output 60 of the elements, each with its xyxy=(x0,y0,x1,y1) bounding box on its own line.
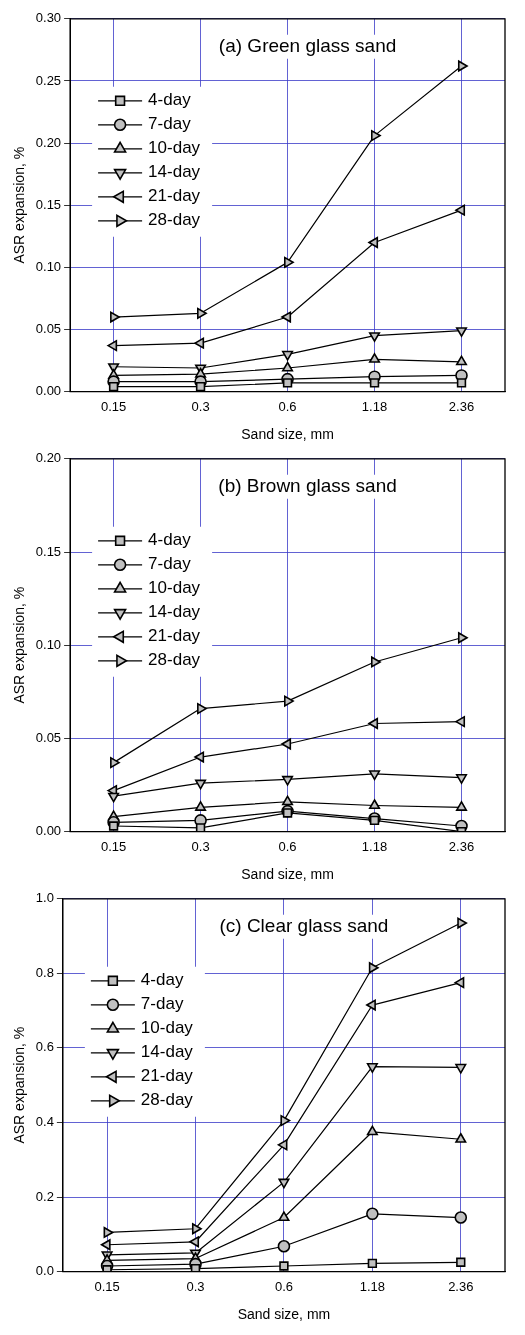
legend-label: 28-day xyxy=(148,210,201,230)
y-tick-label: 0.4 xyxy=(35,1114,54,1130)
x-axis-title: Sand size, mm xyxy=(241,426,334,443)
y-tick-label: 0.05 xyxy=(35,321,62,337)
x-tick-label: 0.3 xyxy=(191,838,210,854)
x-tick-label: 2.36 xyxy=(448,1278,474,1294)
legend-label: 14-day xyxy=(140,1042,194,1062)
x-axis-title: Sand size, mm xyxy=(241,866,334,883)
x-tick-label: 0.15 xyxy=(94,1278,120,1294)
x-tick-label: 1.18 xyxy=(361,838,388,854)
legend-label: 4-day xyxy=(148,90,192,110)
legend-label: 7-day xyxy=(148,114,192,134)
legend-label: 4-day xyxy=(140,970,184,990)
x-tick-label: 0.15 xyxy=(100,838,127,854)
y-tick-label: 0.0 xyxy=(35,1263,54,1279)
x-tick-label: 2.36 xyxy=(448,838,475,854)
x-tick-label: 1.18 xyxy=(361,398,388,414)
y-tick-label: 0.15 xyxy=(35,196,62,212)
legend-label: 7-day xyxy=(140,994,184,1014)
x-tick-label: 2.36 xyxy=(448,398,475,414)
y-tick-label: 0.8 xyxy=(35,964,54,980)
text: (a) Green glass sand xyxy=(218,35,397,57)
legend-label: 14-day xyxy=(148,162,201,182)
text: (c) Clear glass sand xyxy=(219,915,389,937)
y-axis-title: ASR expansion, % xyxy=(11,146,28,264)
legend-label: 14-day xyxy=(148,602,201,622)
y-tick-label: 0.20 xyxy=(35,450,62,466)
x-tick-label: 0.6 xyxy=(278,398,297,414)
legend-label: 21-day xyxy=(140,1066,194,1086)
legend-label: 4-day xyxy=(148,530,192,550)
x-tick-label: 1.18 xyxy=(359,1278,386,1294)
y-tick-label: 0.30 xyxy=(35,10,62,26)
x-tick-label: 0.15 xyxy=(100,398,127,414)
legend-label: 28-day xyxy=(148,650,201,670)
y-tick-label: 0.00 xyxy=(35,383,62,399)
y-tick-label: 0.6 xyxy=(35,1039,54,1055)
x-tick-label: 0.3 xyxy=(191,398,210,414)
x-tick-label: 0.6 xyxy=(274,1278,293,1294)
y-tick-label: 0.20 xyxy=(35,134,62,150)
legend-label: 21-day xyxy=(148,626,201,646)
y-axis-title: ASR expansion, % xyxy=(11,1026,28,1144)
legend-label: 21-day xyxy=(148,186,201,206)
y-tick-label: 0.10 xyxy=(35,258,62,274)
y-tick-label: 0.10 xyxy=(35,636,62,652)
y-tick-label: 1.0 xyxy=(35,890,54,906)
legend-label: 28-day xyxy=(140,1090,194,1110)
y-tick-label: 0.25 xyxy=(35,72,62,88)
legend-label: 10-day xyxy=(148,578,201,598)
x-axis-title: Sand size, mm xyxy=(237,1306,331,1323)
y-tick-label: 0.05 xyxy=(35,729,62,745)
legend-label: 10-day xyxy=(148,138,201,158)
legend-label: 10-day xyxy=(140,1018,194,1038)
y-tick-label: 0.2 xyxy=(35,1188,54,1204)
text: (b) Brown glass sand xyxy=(218,475,397,497)
x-tick-label: 0.3 xyxy=(186,1278,205,1294)
y-axis-title: ASR expansion, % xyxy=(11,586,28,704)
y-tick-label: 0.15 xyxy=(35,543,62,559)
y-tick-label: 0.00 xyxy=(35,823,62,839)
legend-label: 7-day xyxy=(148,554,192,574)
x-tick-label: 0.6 xyxy=(278,838,297,854)
